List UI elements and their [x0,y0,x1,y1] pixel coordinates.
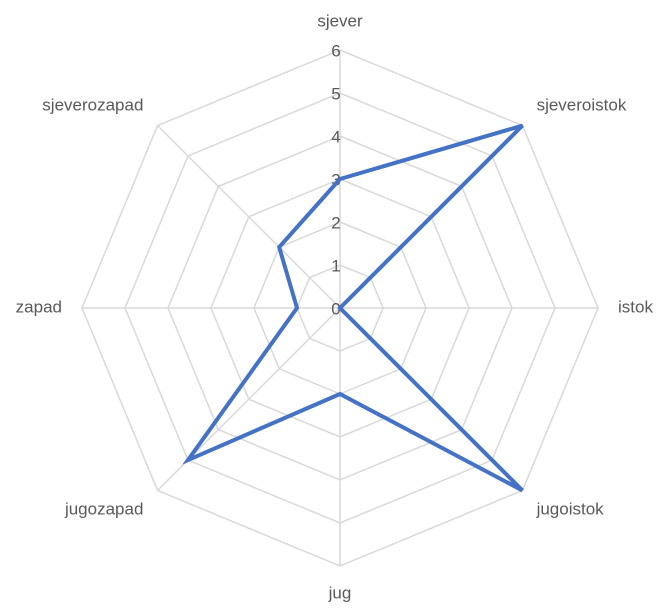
series-line [182,123,524,493]
tick-label: 5 [331,84,340,103]
category-label: zapad [16,297,62,316]
axis-spoke [157,125,341,309]
tick-label: 6 [331,41,340,60]
tick-label: 4 [331,127,340,146]
category-label: jug [328,583,352,602]
category-label: sjeverozapad [42,95,143,114]
category-label: jugoistok [536,500,605,519]
tick-label: 0 [331,299,340,318]
category-label: sjever [317,11,363,30]
category-label: jugozapad [64,500,143,519]
tick-label: 3 [331,170,340,189]
category-label: sjeveroistok [537,95,627,114]
category-label: istok [618,297,653,316]
tick-label: 1 [331,256,340,275]
tick-label: 2 [331,213,340,232]
